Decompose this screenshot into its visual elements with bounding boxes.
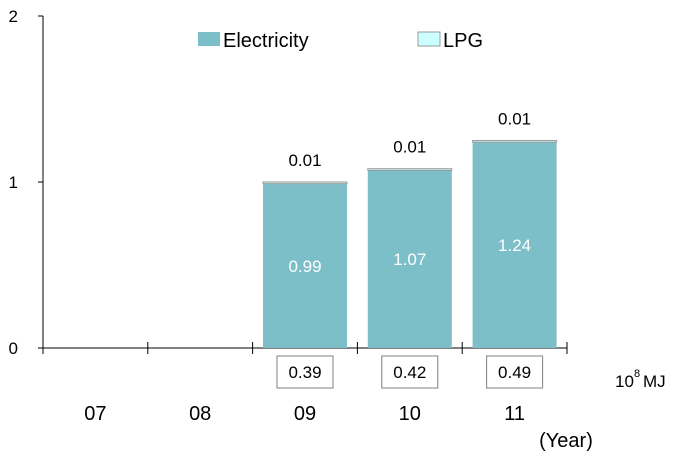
lpg-value-label: 0.01 <box>288 151 321 170</box>
boxed-value-label: 0.42 <box>393 363 426 382</box>
legend: Electricity LPG <box>198 30 483 52</box>
lpg-bar <box>472 140 558 143</box>
x-category-label: 10 <box>399 403 421 425</box>
boxed-value-frame <box>486 355 544 389</box>
electricity-value-label: 0.99 <box>288 257 321 276</box>
y-tick-label: 1 <box>9 173 18 192</box>
x-category-label: 07 <box>84 403 106 425</box>
boxed-value-label: 0.49 <box>498 363 531 382</box>
x-category-label: 09 <box>294 403 316 425</box>
legend-swatch-electricity <box>198 32 220 46</box>
legend-swatch-lpg <box>417 31 441 47</box>
x-category-label: 11 <box>504 403 525 425</box>
data-labels: 0.99 0.01 0.39 1.07 0.01 0.42 1.24 0.01 0.49 <box>276 110 544 389</box>
boxed-value-frame <box>381 355 439 389</box>
y-tick-label: 0 <box>9 339 18 358</box>
unit-label: 10 8 MJ <box>615 368 666 391</box>
x-category-label: 08 <box>189 403 211 425</box>
lpg-value-label: 0.01 <box>498 110 531 129</box>
boxed-value-frame <box>276 355 334 389</box>
boxed-value-label: 0.39 <box>288 363 321 382</box>
unit-exponent: 8 <box>634 368 640 380</box>
electricity-value-label: 1.07 <box>393 250 426 269</box>
unit-suffix: MJ <box>643 372 666 391</box>
legend-label-lpg: LPG <box>443 30 483 52</box>
lpg-value-label: 0.01 <box>393 138 426 157</box>
electricity-value-label: 1.24 <box>498 236 531 255</box>
legend-label-electricity: Electricity <box>223 30 309 52</box>
electricity-bar <box>472 142 557 348</box>
y-tick-label: 2 <box>9 7 18 26</box>
unit-base: 10 <box>615 372 634 391</box>
x-axis-title: (Year) <box>539 430 593 452</box>
lpg-bar <box>262 181 348 185</box>
lpg-bar <box>367 168 453 171</box>
bars <box>262 140 558 348</box>
electricity-bar <box>367 170 452 348</box>
electricity-bar <box>263 183 347 348</box>
